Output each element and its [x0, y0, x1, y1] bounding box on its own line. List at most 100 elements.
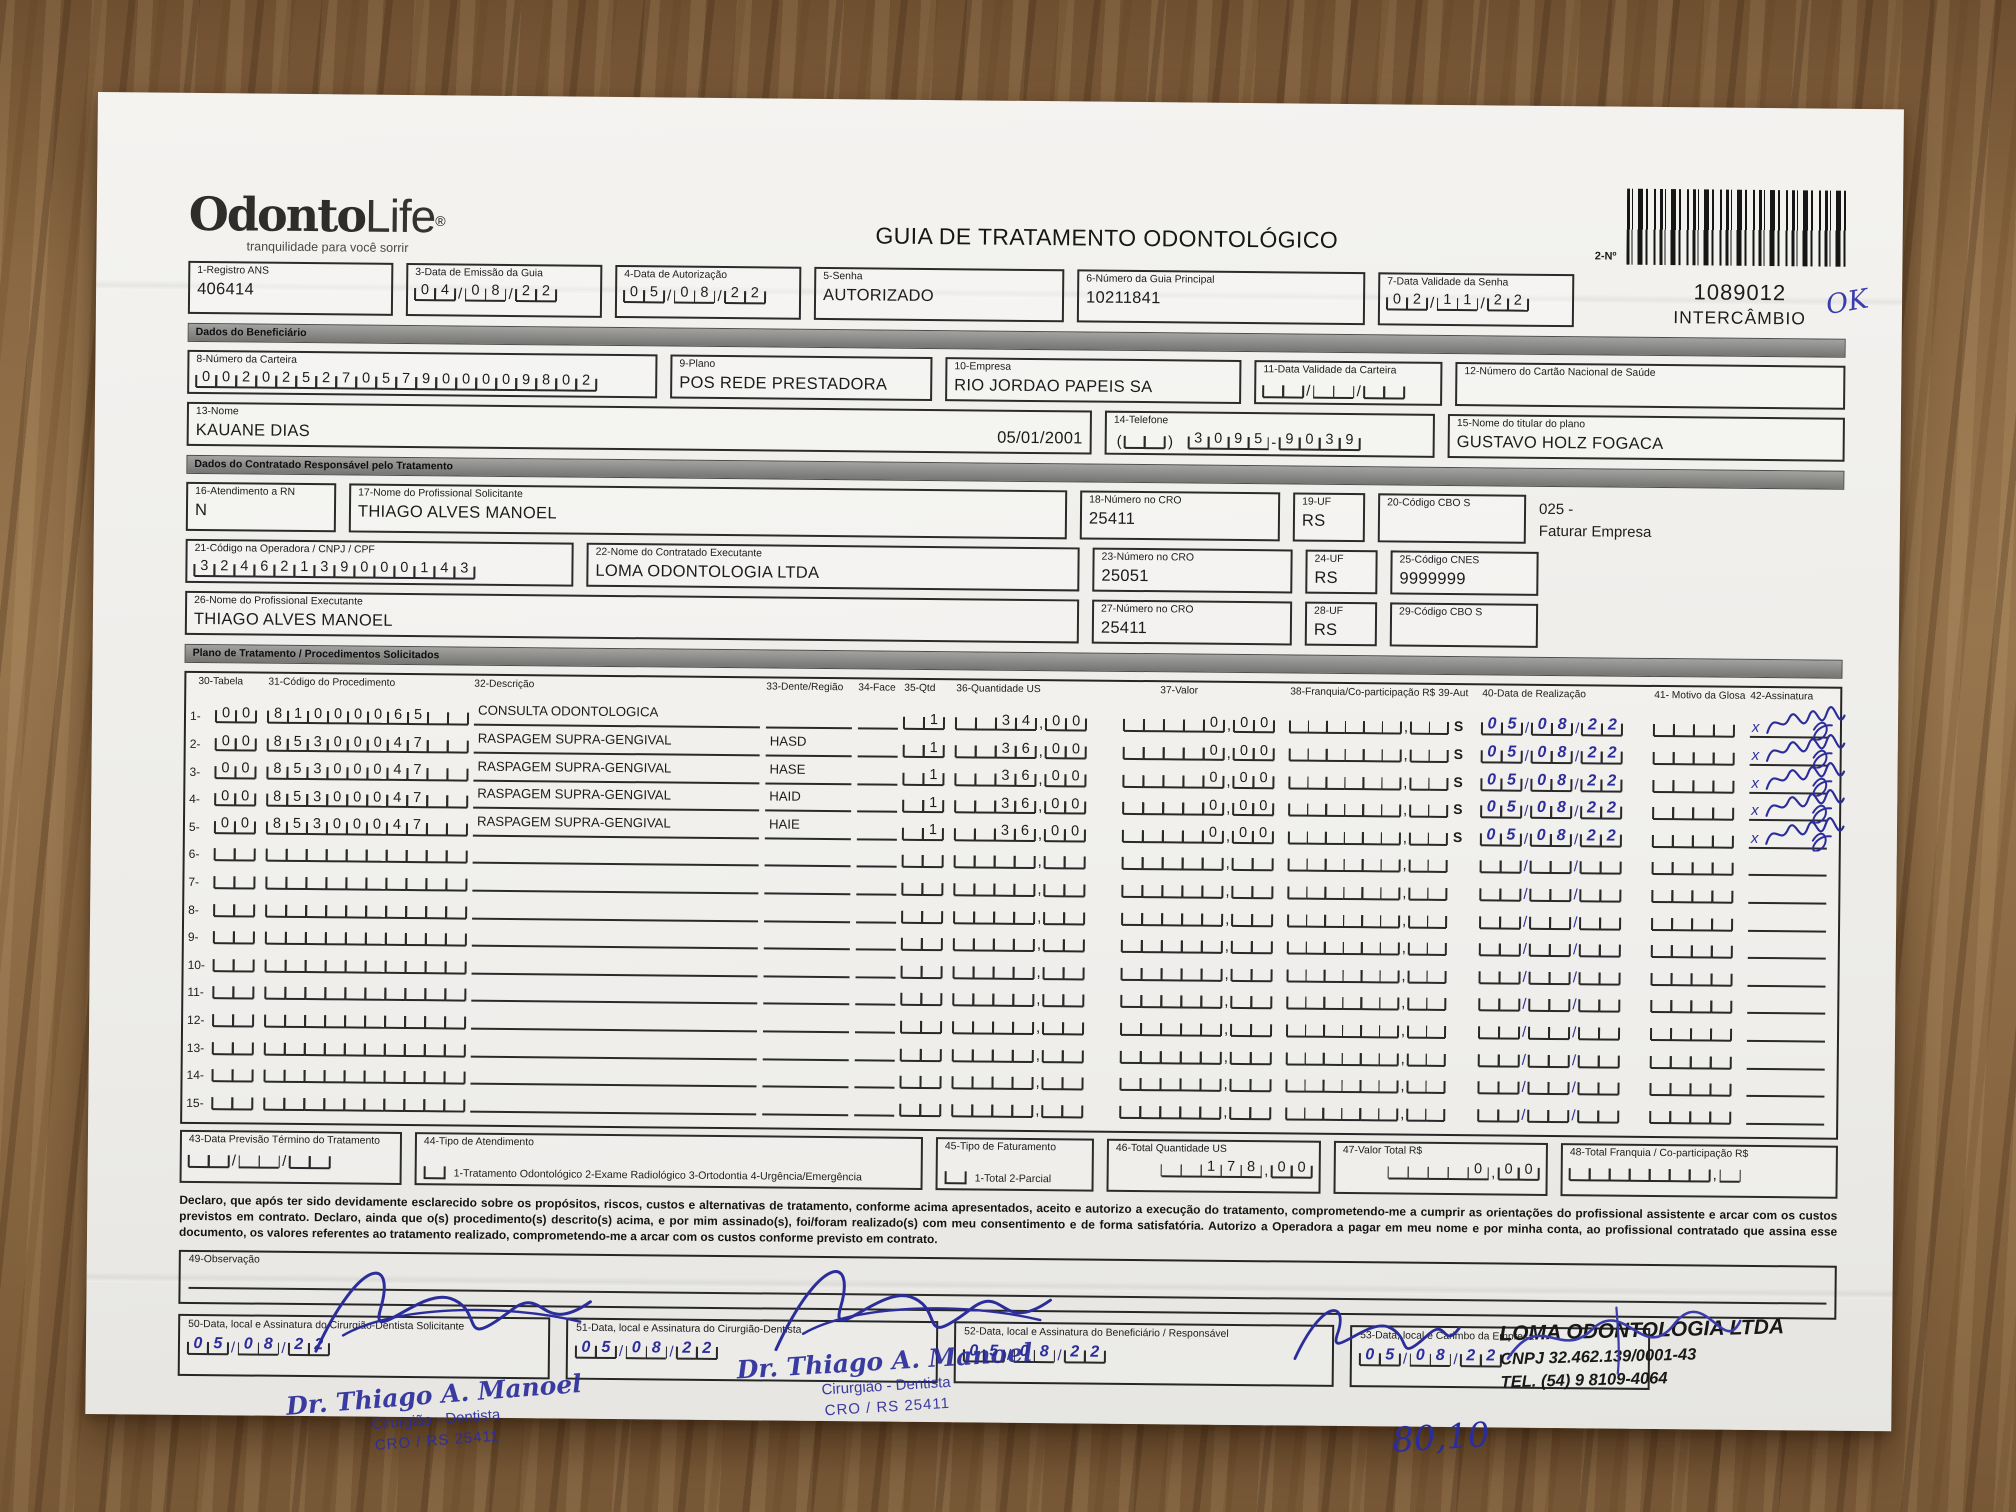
- field-observacao: 49-Observação: [178, 1249, 1837, 1320]
- telefone-value: () 3 0 9 5-9 0 3 9: [1114, 429, 1426, 452]
- field-profissional-executante: 26-Nome do Profissional Executante THIAG…: [184, 590, 1080, 644]
- nome-value: KAUANE DIAS: [195, 420, 311, 440]
- procedure-row: 2- 0 0 8 5 3 0 0 0 4 7 RASPAGEM SUPRA-GENGIVAL HASD 1…: [190, 725, 1846, 769]
- signature-scribble: [1765, 816, 1845, 852]
- atendimento-rn-value: N: [194, 500, 208, 519]
- tipo-atendimento-checkbox: [423, 1159, 446, 1180]
- dentist-stamp: Dr. Thiago A. Manoel Cirurgião - Dentist…: [285, 1368, 583, 1454]
- uf-solicitante-value: RS: [1301, 511, 1326, 530]
- tipo-faturamento-options: 1-Total 2-Parcial: [974, 1172, 1052, 1185]
- total-franquia-value: ,: [1569, 1161, 1829, 1183]
- field-data-emissao: 3-Data de Emissão da Guia 0 4/0 8/2 2: [405, 262, 603, 318]
- field-registro-ans: 1-Registro ANS 406414: [187, 260, 394, 316]
- field-uf-executante: 28-UF RS: [1304, 601, 1378, 647]
- data-autorizacao-value: 0 5/0 8/2 2: [623, 284, 792, 305]
- plano-value: POS REDE PRESTADORA: [679, 373, 888, 394]
- cbo-executante-value: [1399, 621, 1529, 622]
- barcode-number-label: 2-Nº: [1594, 250, 1617, 263]
- paper-document: OdontoLife® tranquilidade para você sorr…: [85, 92, 1904, 1460]
- declaration-text: Declaro, que após ter sido devidamente e…: [178, 1192, 1838, 1246]
- col-valor: 37-Valor: [1160, 685, 1199, 697]
- field-validade-senha: 7-Data Validade da Senha 0 2/1 1/2 2: [1377, 272, 1575, 328]
- barcode: [1626, 188, 1848, 267]
- field-cbo-executante: 29-Código CBO S: [1389, 602, 1539, 648]
- logo-text-life: Life: [364, 189, 436, 243]
- previsao-termino-value: / /: [188, 1148, 393, 1170]
- row-profissional-executante: 26-Nome do Profissional Executante THIAG…: [184, 590, 1843, 651]
- contratado-executante-value: LOMA ODONTOLOGIA LTDA: [595, 561, 820, 582]
- procedure-row: 1- 0 0 8 1 0 0 0 0 6 5 CONSULTA ODONTOLOGICA 1 3 4, 0 0 0…: [190, 698, 1846, 742]
- guia-principal-value: 10211841: [1085, 288, 1161, 308]
- row-identification: 1-Registro ANS 406414 3-Data de Emissão …: [187, 260, 1870, 330]
- faturar-empresa-note: 025 - Faturar Empresa: [1538, 500, 1652, 542]
- data-emissao-value: 0 4/0 8/2 2: [415, 282, 593, 303]
- field-data-autorizacao: 4-Data de Autorização 0 5/0 8/2 2: [614, 264, 802, 320]
- form-title: GUIA DE TRATAMENTO ODONTOLÓGICO: [875, 222, 1339, 253]
- codigo-cnes-value: 9999999: [1399, 569, 1466, 589]
- field-codigo-cnes: 25-Código CNES 9999999: [1390, 550, 1539, 596]
- field-cbo-solicitante: 20-Código CBO S: [1377, 493, 1527, 544]
- field-previsao-termino: 43-Data Previsão Término do Tratamento /…: [179, 1129, 403, 1185]
- handwritten-amount: 80,10: [1391, 1414, 1491, 1461]
- field-senha: 5-Senha AUTORIZADO: [813, 266, 1065, 323]
- field-uf-contratado: 24-UF RS: [1305, 549, 1378, 595]
- odontolife-logo: OdontoLife® tranquilidade para você sorr…: [188, 187, 619, 257]
- col-dente: 33-Dente/Região: [766, 681, 844, 693]
- field-titular-plano: 15-Nome do titular do plano GUSTAVO HOLZ…: [1447, 413, 1845, 462]
- signature-scribble: [1766, 706, 1846, 742]
- observacao-write-line: [188, 1287, 1827, 1306]
- signatures-area: 50-Data, local e Assinatura do Cirurgião…: [177, 1269, 1837, 1499]
- form-header: OdontoLife® tranquilidade para você sorr…: [188, 141, 1848, 269]
- guide-number-block: 1089012 INTERCÂMBIO OK: [1673, 275, 1870, 330]
- field-cro-contratado: 23-Número no CRO 25051: [1092, 547, 1293, 594]
- cbo-solicitante-value: [1387, 512, 1517, 513]
- field-cartao-nacional-saude: 12-Número do Cartão Nacional de Saúde: [1455, 362, 1846, 410]
- signature-scribble: [1765, 761, 1846, 797]
- row-totais: 43-Data Previsão Término do Tratamento /…: [179, 1129, 1838, 1199]
- cro-solicitante-value: 25411: [1088, 509, 1136, 528]
- field-nome: 13-Nome KAUANE DIAS 05/01/2001: [186, 401, 1092, 455]
- field-uf-solicitante: 19-UF RS: [1292, 492, 1366, 543]
- col-tabela: 30-Tabela: [198, 675, 244, 688]
- tipo-faturamento-checkbox: [944, 1164, 967, 1185]
- field-profissional-solicitante: 17-Nome do Profissional Solicitante THIA…: [348, 483, 1068, 540]
- guide-type: INTERCÂMBIO: [1673, 307, 1807, 329]
- col-qtd: 35-Qtd: [904, 682, 936, 694]
- field-contratado-executante: 22-Nome do Contratado Executante LOMA OD…: [586, 542, 1080, 592]
- registro-ans-value: 406414: [197, 279, 255, 299]
- procedure-row: 3- 0 0 8 5 3 0 0 0 4 7 RASPAGEM SUPRA-GENGIVAL HASE 1…: [189, 753, 1846, 797]
- tipo-atendimento-options: 1-Tratamento Odontológico 2-Exame Radiol…: [453, 1167, 862, 1184]
- nascimento-value: 05/01/2001: [997, 428, 1083, 448]
- field-total-franquia: 48-Total Franquia / Co-participação R$ ,: [1560, 1142, 1838, 1199]
- col-data-realizacao: 40-Data de Realização: [1482, 688, 1586, 701]
- procedure-row: 5- 0 0 8 5 3 0 0 0 4 7 RASPAGEM SUPRA-GENGIVAL HAIE 1…: [189, 808, 1845, 852]
- field-empresa: 10-Empresa RIO JORDAO PAPEIS SA: [945, 357, 1242, 404]
- col-face: 34-Face: [858, 682, 896, 694]
- handwritten-ok-note: OK: [1823, 283, 1871, 322]
- row-solicitante: 16-Atendimento a RN N 17-Nome do Profiss…: [185, 481, 1844, 547]
- col-quantidade-us: 36-Quantidade US: [956, 683, 1041, 695]
- signature-scribble: [1765, 734, 1846, 769]
- empresa-value: RIO JORDAO PAPEIS SA: [954, 376, 1153, 397]
- uf-contratado-value: RS: [1314, 568, 1339, 587]
- profissional-solicitante-value: THIAGO ALVES MANOEL: [357, 502, 557, 523]
- registered-mark: ®: [435, 212, 444, 229]
- field-plano: 9-Plano POS REDE PRESTADORA: [670, 354, 933, 401]
- col-assinatura: 42-Assinatura: [1750, 690, 1814, 703]
- field-tipo-faturamento: 45-Tipo de Faturamento 1-Total 2-Parcial: [935, 1136, 1095, 1192]
- cro-executante-value: 25411: [1100, 618, 1148, 637]
- titular-plano-value: GUSTAVO HOLZ FOGACA: [1456, 432, 1664, 453]
- field-tipo-atendimento: 44-Tipo de Atendimento 1-Tratamento Odon…: [414, 1131, 924, 1190]
- procedure-rows: 1- 0 0 8 1 0 0 0 0 6 5 CONSULTA ODONTOLOGICA 1 3 4, 0 0 0…: [186, 698, 1846, 1128]
